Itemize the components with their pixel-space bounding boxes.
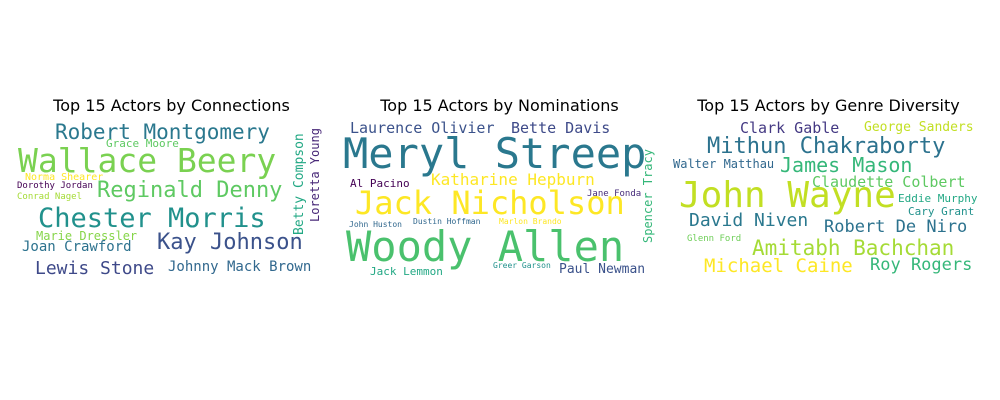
cloud-word: Spencer Tracy xyxy=(641,149,655,243)
cloud-word: Kay Johnson xyxy=(157,230,303,255)
cloud-word: George Sanders xyxy=(864,120,974,135)
cloud-word: Jane Fonda xyxy=(587,189,642,199)
cloud-word: Conrad Nagel xyxy=(17,192,83,202)
cloud-word: Marlon Brando xyxy=(499,217,562,226)
cloud-word: Woody Allen xyxy=(346,222,625,271)
word-cloud: Laurence Olivier Bette Davis Meryl Stree… xyxy=(333,0,666,400)
cloud-word: David Niven xyxy=(689,210,809,231)
cloud-word: Cary Grant xyxy=(908,205,975,218)
cloud-word: Michael Caine xyxy=(704,255,853,277)
cloud-word: Jack Lemmon xyxy=(370,265,443,278)
word-cloud: Clark Gable George Sanders Mithun Chakra… xyxy=(662,0,995,400)
cloud-word: Norma Shearer xyxy=(25,172,104,183)
cloud-word: James Mason xyxy=(780,153,913,177)
panel-connections: Top 15 Actors by Connections Robert Mont… xyxy=(5,0,338,400)
cloud-word: Betty Compson xyxy=(292,133,307,235)
cloud-word: Eddie Murphy xyxy=(898,192,978,205)
cloud-word: Joan Crawford xyxy=(22,239,132,255)
cloud-word: Lewis Stone xyxy=(35,258,155,279)
panel-title: Top 15 Actors by Nominations xyxy=(380,96,619,115)
panel-title: Top 15 Actors by Connections xyxy=(53,96,290,115)
cloud-word: Paul Newman xyxy=(559,262,646,277)
cloud-word: Dustin Hoffman xyxy=(413,217,481,226)
panel-nominations: Top 15 Actors by Nominations Laurence Ol… xyxy=(333,0,666,400)
cloud-word: Laurence Olivier xyxy=(350,119,495,137)
cloud-word: Bette Davis xyxy=(511,119,611,137)
cloud-word: Meryl Streep xyxy=(343,129,647,178)
cloud-word: Robert De Niro xyxy=(824,217,968,237)
cloud-word: Robert Montgomery xyxy=(55,120,270,144)
cloud-word: Dorothy Jordan xyxy=(17,181,93,191)
cloud-word: Roy Rogers xyxy=(870,255,973,275)
cloud-word: Wallace Beery xyxy=(18,141,277,180)
cloud-word: Johnny Mack Brown xyxy=(168,259,312,275)
cloud-word: Jack Nicholson xyxy=(355,184,625,222)
cloud-word: Walter Matthau xyxy=(673,157,775,171)
cloud-word: John Wayne xyxy=(679,175,896,216)
word-cloud: Robert Montgomery Grace Moore Wallace Be… xyxy=(5,0,338,400)
cloud-word: Claudette Colbert xyxy=(812,173,966,191)
cloud-word: Marie Dressler xyxy=(36,229,138,243)
cloud-word: Reginald Denny xyxy=(97,178,283,203)
panel-title: Top 15 Actors by Genre Diversity xyxy=(697,96,960,115)
cloud-word: Chester Morris xyxy=(38,203,266,234)
cloud-word: Clark Gable xyxy=(740,119,840,137)
cloud-word: Loretta Young xyxy=(308,128,322,222)
cloud-word: Grace Moore xyxy=(106,137,179,150)
cloud-word: Mithun Chakraborty xyxy=(707,134,946,159)
cloud-word: Al Pacino xyxy=(350,177,410,190)
cloud-word: Katharine Hepburn xyxy=(431,170,595,189)
cloud-word: Greer Garson xyxy=(493,261,551,270)
cloud-word: John Huston xyxy=(349,220,402,229)
cloud-word: Glenn Ford xyxy=(687,234,742,244)
cloud-word: Amitabh Bachchan xyxy=(752,236,955,260)
panel-genre-diversity: Top 15 Actors by Genre Diversity Clark G… xyxy=(662,0,995,400)
